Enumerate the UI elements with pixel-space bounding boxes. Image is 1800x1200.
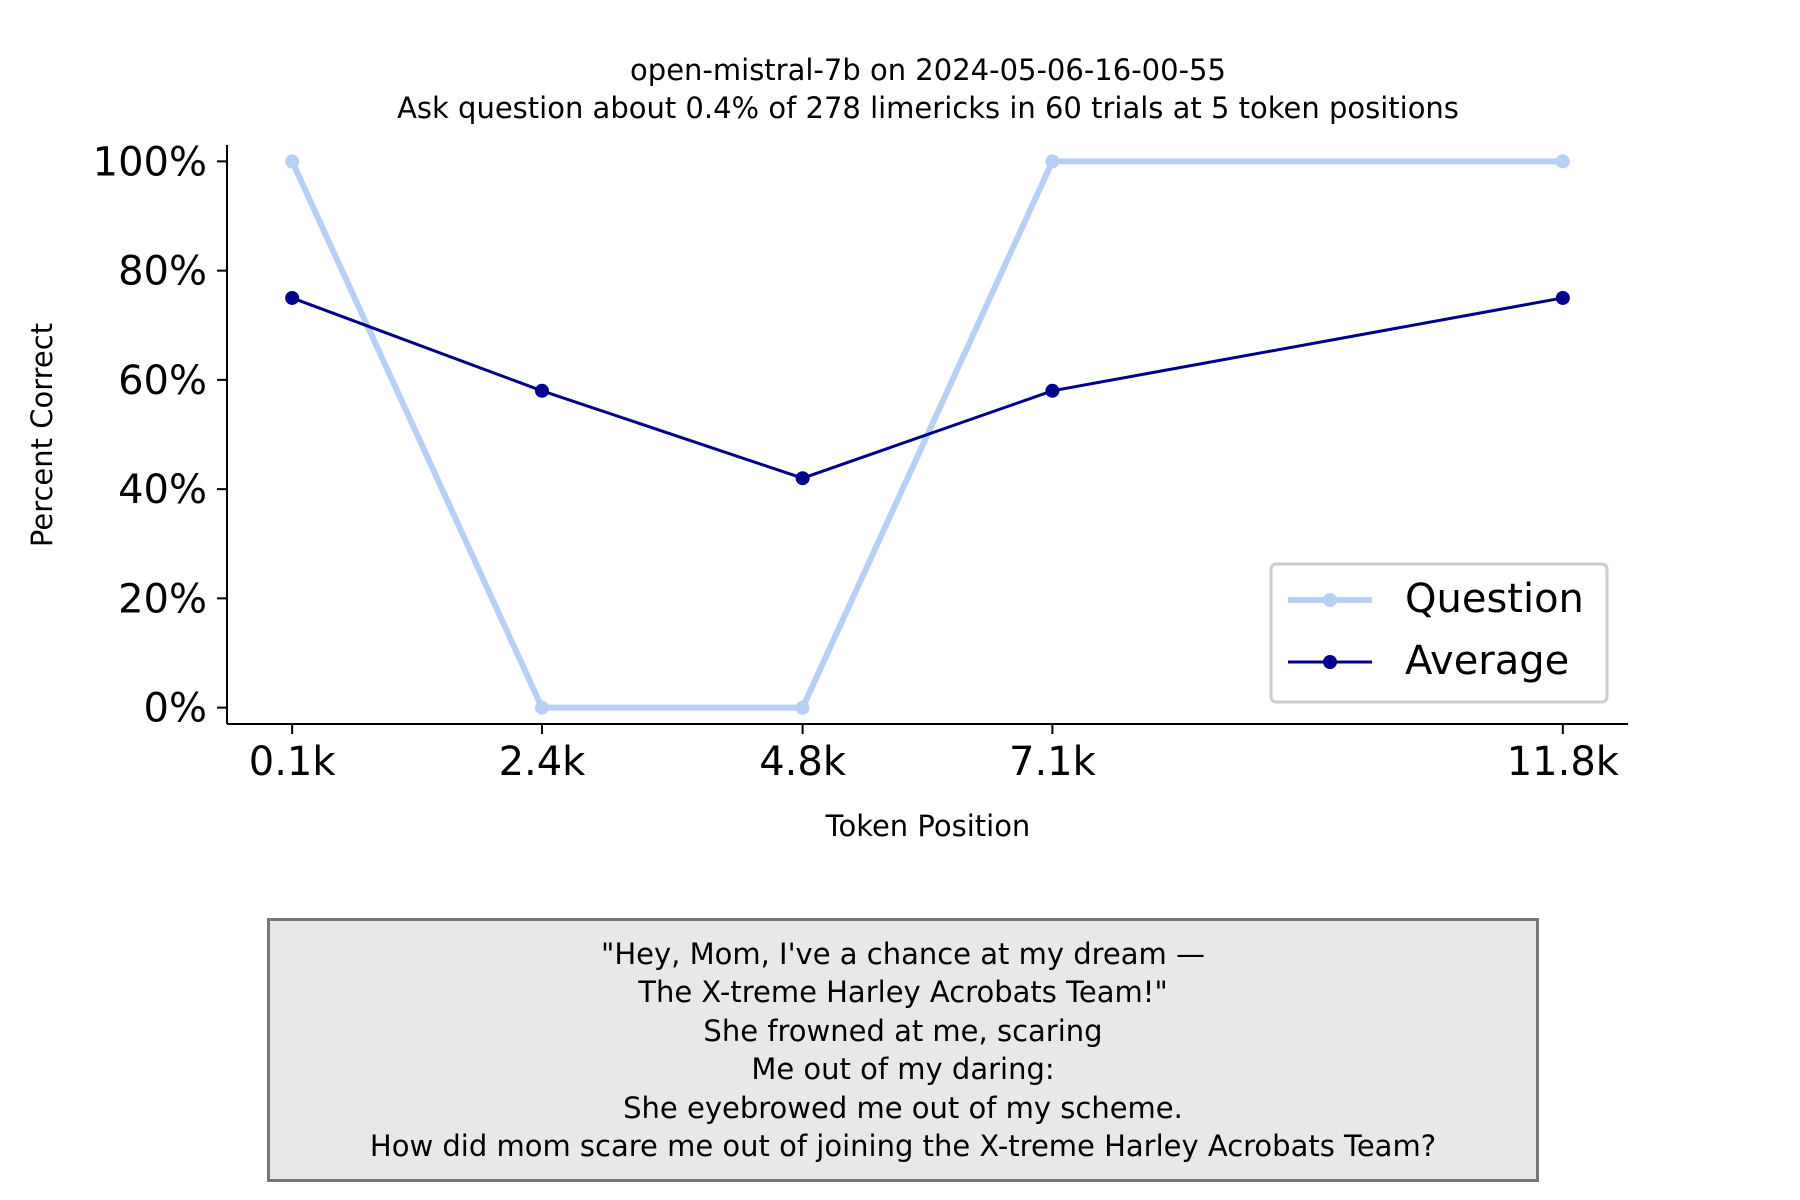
limerick-line-2: The X-treme Harley Acrobats Team!" [638,975,1168,1009]
data-point-average [534,383,549,398]
data-point-question [534,700,549,715]
data-point-average [1045,383,1060,398]
legend: Question Average [1269,562,1609,704]
x-tick-label: 2.4k [499,739,587,785]
axes [226,145,1628,725]
question-line: How did mom scare me out of joining the … [369,1129,1437,1163]
limerick-box: "Hey, Mom, I've a chance at my dream — T… [267,918,1539,1182]
data-point-question [1555,154,1570,169]
y-ticks: 0% 20% 40% 60% 80% 100% [93,139,227,732]
series-line-average [291,296,1564,480]
limerick-line-4: Me out of my daring: [751,1052,1055,1086]
limerick-line-5: She eyebrowed me out of my scheme. [623,1090,1183,1125]
chart-subtitle: Ask question about 0.4% of 278 limericks… [397,91,1459,125]
x-tick-label: 7.1k [1009,739,1097,785]
y-axis-label: Percent Correct [25,323,59,547]
x-tick-label: 11.8k [1507,739,1620,785]
limerick-line-1: "Hey, Mom, I've a chance at my dream — [600,936,1205,971]
y-tick-label: 100% [93,139,207,185]
y-tick-label: 0% [144,686,207,732]
legend-marker-question [1323,593,1337,607]
legend-marker-average [1323,655,1337,669]
data-point-question [1045,154,1060,169]
y-tick-label: 40% [118,467,207,513]
data-point-question [285,154,300,169]
y-tick-label: 80% [118,249,207,295]
data-point-average [1555,290,1570,305]
chart-title: open-mistral-7b on 2024-05-06-16-00-55 [630,53,1226,87]
y-tick-label: 60% [118,358,207,404]
limerick-line-3: She frowned at me, scaring [703,1013,1103,1048]
x-tick-label: 0.1k [249,739,337,785]
legend-label-average: Average [1405,638,1569,684]
legend-label-question: Question [1405,576,1584,622]
x-ticks: 0.1k 2.4k 4.8k 7.1k 11.8k [249,724,1620,785]
x-axis-label: Token Position [825,809,1031,843]
data-point-question [795,700,810,715]
y-tick-label: 20% [118,576,207,622]
x-tick-label: 4.8k [759,739,847,785]
series-layer [285,154,1570,715]
data-point-average [285,290,300,305]
data-point-average [795,471,810,486]
